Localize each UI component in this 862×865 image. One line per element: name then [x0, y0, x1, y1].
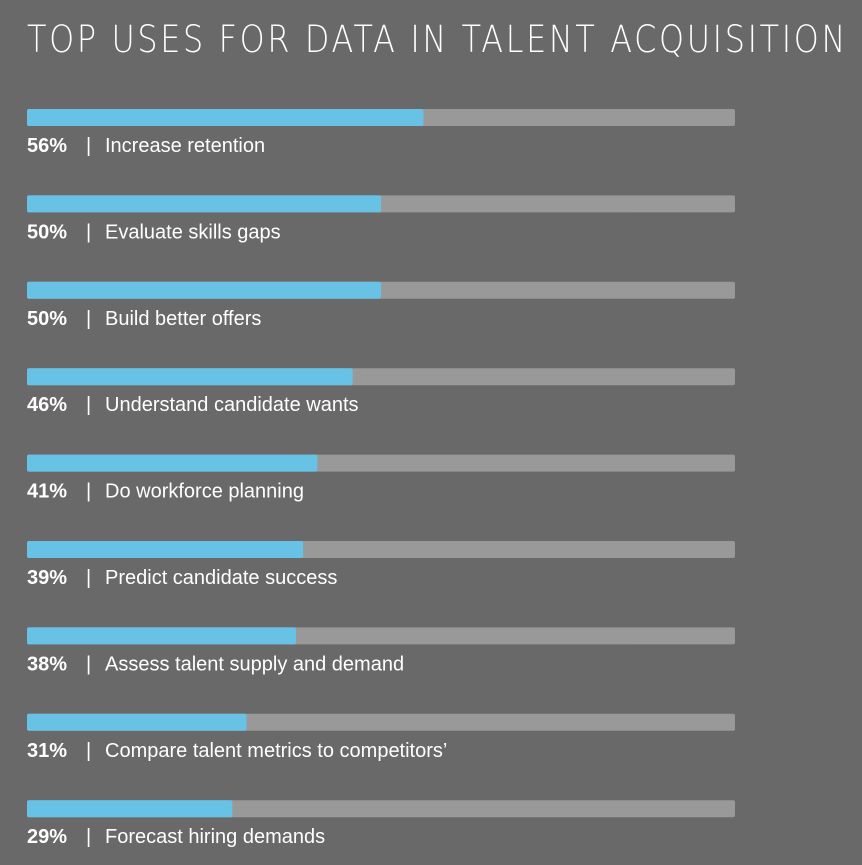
label-separator: | [86, 826, 91, 848]
bar-category-label: Compare talent metrics to competitors’ [105, 740, 447, 762]
bar-value-label: 50% [27, 308, 67, 330]
bar-value-label: 50% [27, 221, 67, 243]
bar-category-label: Predict candidate success [105, 567, 337, 589]
label-separator: | [86, 567, 91, 589]
bar-category-label: Do workforce planning [105, 481, 304, 503]
bar-fill [27, 713, 247, 731]
bar-category-label: Assess talent supply and demand [105, 653, 404, 675]
bar-fill [27, 541, 304, 558]
bar-value-label: 39% [27, 567, 67, 589]
label-separator: | [86, 394, 91, 416]
bar-fill [27, 195, 381, 213]
chart-title: TOP USES FOR DATA IN TALENT ACQUISITION [27, 18, 848, 61]
label-separator: | [86, 221, 91, 243]
bar-value-label: 56% [27, 135, 67, 157]
bar-fill [27, 627, 297, 645]
bar-fill [27, 800, 233, 818]
label-separator: | [86, 135, 91, 157]
bar-value-label: 38% [27, 653, 67, 675]
bar-fill [27, 109, 424, 126]
bar-value-label: 29% [27, 826, 67, 848]
bar-category-label: Build better offers [105, 308, 261, 330]
bar-category-label: Evaluate skills gaps [105, 221, 281, 243]
label-separator: | [86, 308, 91, 330]
label-separator: | [86, 653, 91, 675]
bar-fill [27, 368, 353, 386]
bar-category-label: Increase retention [105, 135, 265, 157]
bar-fill [27, 281, 381, 299]
label-separator: | [86, 740, 91, 762]
bar-fill [27, 454, 318, 472]
bar-value-label: 41% [27, 481, 67, 503]
bar-value-label: 31% [27, 740, 67, 762]
bar-category-label: Forecast hiring demands [105, 826, 325, 848]
label-separator: | [86, 481, 91, 503]
bar-value-label: 46% [27, 394, 67, 416]
bar-category-label: Understand candidate wants [105, 394, 359, 416]
